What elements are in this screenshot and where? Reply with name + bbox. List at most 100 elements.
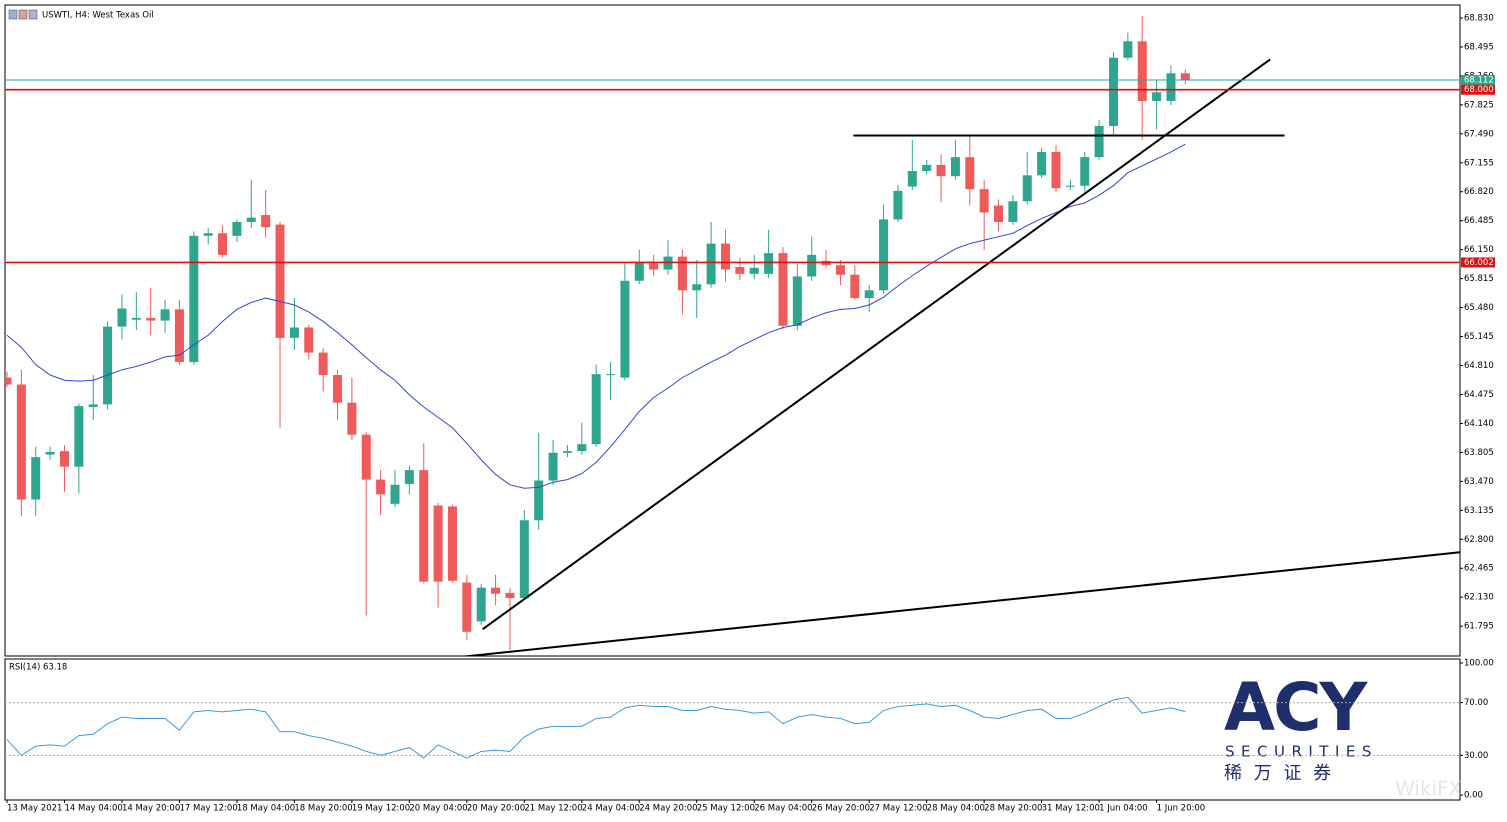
y-tick-label: 61.795 [1464, 622, 1494, 632]
candle-body [1051, 151, 1061, 189]
y-tick-label: 65.480 [1464, 303, 1494, 313]
candle-body [1065, 185, 1075, 187]
level-label-box [1461, 257, 1495, 268]
x-tick-label: 14 May 04:00 [64, 804, 122, 814]
candle-body [792, 276, 802, 326]
y-tick-label: 63.470 [1464, 477, 1494, 487]
y-tick-label: 65.145 [1464, 332, 1494, 342]
moving-average [6, 143, 1186, 489]
candle-body [5, 377, 12, 385]
y-tick-label: 67.490 [1464, 129, 1494, 139]
candle-body [189, 235, 199, 363]
candle-body [950, 157, 960, 177]
candle-body [721, 243, 730, 270]
candle-body [1137, 41, 1147, 101]
x-tick-label: 14 May 20:00 [122, 804, 180, 814]
candle-body [447, 506, 457, 581]
trendline [460, 551, 1460, 656]
y-tick-label: 63.805 [1464, 448, 1494, 458]
candle-body [505, 592, 515, 599]
candle-body [347, 402, 357, 435]
x-tick-label: 13 May 2021 [7, 804, 62, 814]
candle-body [591, 374, 601, 445]
y-tick-label: 65.815 [1464, 274, 1494, 284]
candle-body [74, 406, 84, 467]
candle-body [692, 284, 702, 291]
indicator-line [6, 696, 1186, 759]
y-tick-label: 100.00 [1464, 659, 1494, 669]
candle-body [491, 587, 501, 594]
y-tick-label: 63.135 [1464, 506, 1494, 516]
candle-body [218, 233, 228, 255]
candle-body [476, 587, 486, 622]
x-tick-label: 20 May 04:00 [409, 804, 467, 814]
candle-body [376, 479, 386, 495]
candle-body [404, 470, 414, 484]
y-tick-label: 66.820 [1464, 187, 1494, 197]
candle-body [103, 326, 113, 405]
candle-body [289, 327, 299, 338]
y-tick-label: 67.825 [1464, 100, 1494, 110]
x-tick-label: 19 May 12:00 [352, 804, 410, 814]
y-tick-label: 68.830 [1464, 13, 1494, 23]
candle-body [318, 352, 328, 376]
candle-body [620, 280, 630, 378]
candle-body [634, 261, 644, 281]
x-tick-label: 18 May 20:00 [294, 804, 352, 814]
brand-logo: ACY [1224, 669, 1369, 746]
candle-body [677, 256, 687, 291]
chart-title: USWTI, H4: West Texas Oil [42, 11, 154, 21]
x-tick-label: 18 May 04:00 [237, 804, 295, 814]
y-tick-label: 67.155 [1464, 158, 1494, 168]
candle-body [835, 265, 845, 275]
x-tick-label: 1 Jun 04:00 [1099, 804, 1148, 814]
candle-body [160, 309, 170, 321]
symbol-icon [28, 9, 38, 20]
candle-body [965, 157, 975, 190]
y-tick-label: 64.475 [1464, 390, 1494, 400]
symbol-icon [18, 9, 28, 20]
candle-body [807, 254, 817, 277]
x-tick-label: 20 May 20:00 [467, 804, 525, 814]
candle-body [203, 233, 213, 236]
candle-body [907, 170, 917, 187]
y-tick-label: 0.00 [1464, 791, 1483, 801]
level-label-box [1461, 84, 1495, 95]
y-tick-label: 62.130 [1464, 593, 1494, 603]
candle-body [850, 274, 860, 299]
x-tick-label: 24 May 20:00 [639, 804, 697, 814]
level-label: 68.000 [1464, 85, 1494, 95]
indicator-title: RSI(14) 63.18 [9, 663, 67, 673]
candle-body [45, 451, 55, 455]
candle-body [735, 266, 745, 274]
plot-area [5, 16, 1460, 656]
y-tick-label: 66.150 [1464, 245, 1494, 255]
candle-body [1094, 126, 1104, 158]
candle-body [31, 457, 41, 500]
x-tick-label: 26 May 20:00 [812, 804, 870, 814]
candle-body [606, 374, 616, 376]
candle-body [562, 451, 572, 453]
candle-body [649, 263, 659, 270]
candle-body [16, 384, 26, 500]
level-label: 68.112 [1464, 76, 1494, 86]
candle-body [1037, 151, 1047, 176]
candle-body [333, 375, 343, 403]
y-tick-label: 68.495 [1464, 42, 1494, 52]
brand-tagline: SECURITIES [1225, 743, 1378, 761]
candle-body [433, 505, 443, 582]
price-panel [4, 4, 1461, 657]
x-tick-label: 21 May 12:00 [524, 804, 582, 814]
x-tick-label: 28 May 20:00 [984, 804, 1042, 814]
y-tick-label: 30.00 [1464, 751, 1488, 761]
x-tick-label: 26 May 04:00 [754, 804, 812, 814]
x-tick-label: 27 May 12:00 [869, 804, 927, 814]
candle-body [577, 444, 587, 452]
candle-body [534, 480, 544, 521]
candle-body [893, 190, 903, 220]
x-tick-label: 28 May 04:00 [927, 804, 985, 814]
candle-body [1022, 175, 1032, 202]
candle-body [88, 404, 98, 408]
watermark: WikiFX [1395, 777, 1463, 801]
